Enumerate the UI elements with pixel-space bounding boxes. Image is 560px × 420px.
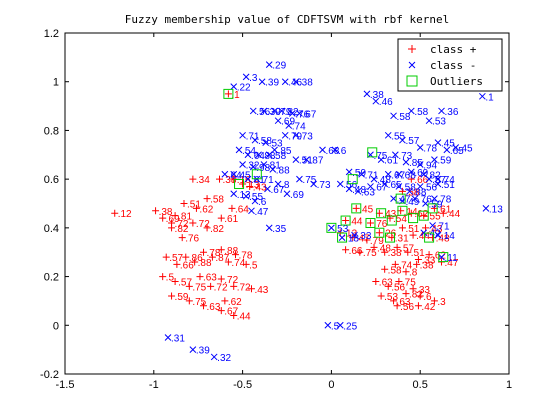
y-tick-label: -0.2: [40, 369, 59, 381]
point-value-label: .1: [485, 92, 494, 103]
point-value-label: .59: [437, 156, 451, 167]
chart-title: Fuzzy membership value of CDFTSVM with r…: [125, 13, 450, 26]
point-value-label: .82: [409, 290, 423, 301]
point-value-label: .73: [299, 131, 313, 142]
x-tick-label: -0.5: [233, 379, 252, 391]
point-value-label: .64: [235, 204, 249, 215]
point-value-label: .75: [192, 282, 206, 293]
y-tick-label: 0.8: [44, 125, 59, 137]
point-value-label: .51: [441, 180, 455, 191]
point-value-label: .67: [270, 185, 284, 196]
point-value-label: .39: [265, 78, 279, 89]
x-tick-label: -1: [149, 379, 159, 391]
point-value-label: .66: [349, 246, 363, 257]
point-value-label: .42: [421, 302, 435, 313]
point-value-label: .51: [299, 156, 313, 167]
point-value-label: .36: [445, 107, 459, 118]
point-value-label: .72: [237, 282, 251, 293]
x-tick-label: 0.5: [413, 379, 428, 391]
legend-label: class -: [430, 59, 476, 72]
point-value-label: .45: [459, 143, 473, 154]
point-value-label: .43: [254, 285, 268, 296]
point-value-label: .47: [254, 207, 268, 218]
point-value-label: .12: [118, 209, 132, 220]
point-value-label: .29: [272, 61, 286, 72]
point-value-label: .44: [349, 217, 363, 228]
point-value-label: .56: [400, 302, 414, 313]
point-value-label: .32: [217, 353, 231, 364]
y-tick-label: 1.2: [44, 28, 59, 40]
point-value-label: .82: [210, 224, 224, 235]
legend: class + class - Outliers: [398, 39, 502, 91]
point-value-label: .25: [343, 321, 357, 332]
point-value-label: .22: [237, 83, 251, 94]
point-value-label: .67: [373, 182, 387, 193]
point-value-label: .53: [432, 117, 446, 128]
point-value-label: .38: [299, 78, 313, 89]
legend-label: Outliers: [430, 75, 483, 88]
point-value-label: .75: [363, 248, 377, 259]
point-value-label: .45: [359, 204, 373, 215]
point-value-label: .88: [276, 165, 290, 176]
point-value-label: .31: [171, 333, 185, 344]
point-value-label: .62: [199, 204, 213, 215]
point-value-label: .13: [489, 204, 503, 215]
point-value-label: .38: [420, 260, 434, 271]
point-value-label: .61: [224, 214, 238, 225]
point-value-label: .33: [357, 231, 371, 242]
y-tick-label: 1: [53, 77, 59, 89]
x-tick-label: 1: [506, 379, 512, 391]
y-tick-label: 0.2: [44, 272, 59, 284]
point-value-label: .11: [445, 253, 459, 264]
point-value-label: .44: [237, 312, 251, 323]
y-tick-label: 0.4: [44, 223, 59, 235]
point-value-label: .69: [290, 190, 304, 201]
point-value-label: .5: [249, 260, 258, 271]
point-value-label: .34: [196, 175, 210, 186]
point-value-label: .88: [198, 258, 212, 269]
point-value-label: .58: [414, 107, 428, 118]
y-tick-label: 0.6: [44, 174, 59, 186]
point-value-label: .39: [196, 346, 210, 357]
point-value-label: .75: [402, 277, 416, 288]
point-value-label: .46: [379, 97, 393, 108]
point-value-label: .3: [437, 297, 446, 308]
y-tick-label: 0: [53, 320, 59, 332]
point-value-label: .62: [228, 297, 242, 308]
point-value-label: .5: [331, 321, 340, 332]
point-value-label: .73: [317, 180, 331, 191]
point-value-label: .6: [338, 146, 347, 157]
point-value-label: .35: [272, 224, 286, 235]
point-value-label: .81: [178, 212, 192, 223]
legend-label: class +: [430, 43, 477, 56]
point-value-label: .58: [210, 195, 224, 206]
point-value-label: .67: [302, 109, 316, 120]
point-value-label: .78: [437, 195, 451, 206]
point-value-label: .76: [185, 234, 199, 245]
point-value-label: .61: [384, 156, 398, 167]
x-tick-label: 0: [328, 379, 334, 391]
point-value-label: .14: [441, 231, 455, 242]
point-value-label: .44: [446, 209, 460, 220]
